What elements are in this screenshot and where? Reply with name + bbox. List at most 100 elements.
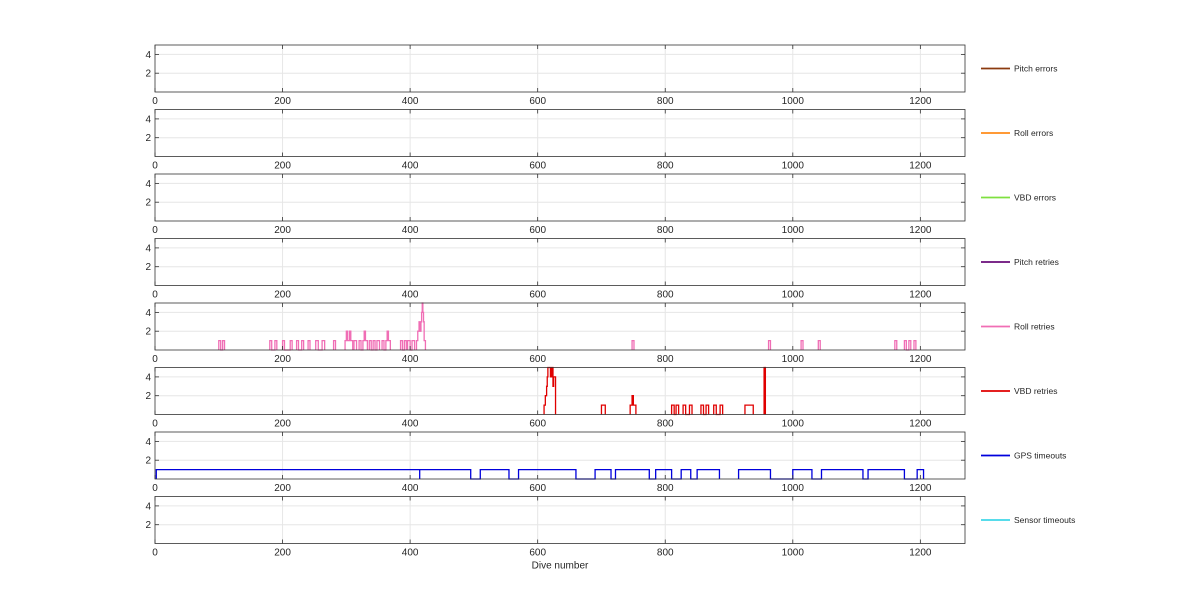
- x-tick-label: 1200: [909, 483, 932, 494]
- series-line-4-19: [894, 339, 898, 350]
- panel-3: 0 200 400 600 800 1000 1200 2 4 Pitch retries: [145, 238, 1059, 301]
- series-line-4-6: [332, 339, 337, 350]
- series-line-4-14: [415, 302, 427, 350]
- legend-label: Roll retries: [1014, 322, 1055, 332]
- x-tick-label: 0: [152, 354, 158, 365]
- y-tick-label: 2: [145, 391, 151, 402]
- axes-box: [154, 173, 966, 222]
- x-tick-label: 400: [402, 548, 419, 559]
- legend-label: Roll errors: [1014, 128, 1053, 138]
- series-line-4-2: [281, 339, 293, 351]
- x-tick-label: 800: [657, 225, 674, 236]
- series-line-4-18: [817, 339, 821, 350]
- axes-box: [154, 431, 966, 480]
- x-tick-label: 1000: [782, 290, 805, 301]
- x-tick-label: 600: [529, 96, 546, 107]
- series-line-4-20: [903, 339, 912, 351]
- y-tick-label: 4: [145, 243, 151, 254]
- y-tick-label: 2: [145, 69, 151, 80]
- series-line-4-10: [368, 339, 381, 351]
- y-tick-label: 4: [145, 372, 151, 383]
- x-tick-label: 200: [274, 354, 291, 365]
- panel-4: 0 200 400 600 800 1000 1200 2 4 Roll retries: [145, 302, 1055, 365]
- legend-label: Sensor timeouts: [1014, 515, 1075, 525]
- series-line-4-0: [218, 339, 226, 351]
- x-tick-label: 600: [529, 225, 546, 236]
- x-tick-label: 600: [529, 354, 546, 365]
- x-tick-label: 400: [402, 290, 419, 301]
- x-tick-label: 1000: [782, 419, 805, 430]
- series-line-5-5: [700, 404, 710, 416]
- x-tick-label: 1000: [782, 548, 805, 559]
- series-line-5-7: [744, 404, 754, 415]
- y-tick-label: 4: [145, 179, 151, 190]
- x-axis-label: Dive number: [532, 561, 589, 572]
- series-line-4-15: [631, 339, 635, 350]
- series-line-5-4: [682, 404, 693, 416]
- x-tick-label: 200: [274, 96, 291, 107]
- y-tick-label: 4: [145, 501, 151, 512]
- series-line-4-5: [315, 339, 326, 351]
- x-tick-label: 800: [657, 290, 674, 301]
- x-tick-label: 1200: [909, 96, 932, 107]
- x-tick-label: 200: [274, 161, 291, 172]
- axes-box: [154, 44, 966, 93]
- panel-0: 0 200 400 600 800 1000 1200 2 4 Pitch errors: [145, 44, 1057, 107]
- x-tick-label: 800: [657, 419, 674, 430]
- x-tick-label: 1000: [782, 161, 805, 172]
- x-tick-label: 800: [657, 548, 674, 559]
- series-line-5-6: [713, 404, 724, 416]
- axes-box: [154, 496, 966, 544]
- y-tick-label: 2: [145, 133, 151, 144]
- series-line-6-2: [737, 468, 925, 480]
- series-line-6-0: [155, 468, 421, 479]
- x-tick-label: 1200: [909, 548, 932, 559]
- x-tick-label: 1200: [909, 225, 932, 236]
- y-tick-label: 2: [145, 262, 151, 273]
- panel-6: 0 200 400 600 800 1000 1200 2 4 GPS timeouts: [145, 431, 1066, 494]
- x-tick-label: 800: [657, 483, 674, 494]
- y-tick-label: 2: [145, 520, 151, 531]
- legend-label: VBD retries: [1014, 386, 1057, 396]
- series-line-5-8: [763, 366, 767, 415]
- x-tick-label: 1200: [909, 161, 932, 172]
- series-line-4-17: [800, 339, 804, 350]
- x-tick-label: 600: [529, 290, 546, 301]
- x-tick-label: 200: [274, 483, 291, 494]
- x-tick-label: 1200: [909, 354, 932, 365]
- x-tick-label: 1000: [782, 354, 805, 365]
- y-tick-label: 2: [145, 456, 151, 467]
- x-tick-label: 400: [402, 96, 419, 107]
- x-tick-label: 800: [657, 96, 674, 107]
- x-tick-label: 0: [152, 225, 158, 236]
- x-tick-label: 200: [274, 548, 291, 559]
- x-tick-label: 600: [529, 161, 546, 172]
- series-line-4-8: [353, 339, 358, 350]
- series-line-6-1: [419, 468, 721, 480]
- series-line-4-12: [399, 339, 407, 351]
- x-tick-label: 0: [152, 96, 158, 107]
- x-tick-label: 1000: [782, 225, 805, 236]
- series-line-5-3: [670, 404, 680, 416]
- x-tick-label: 600: [529, 483, 546, 494]
- series-line-4-13: [406, 339, 416, 351]
- series-line-5-1: [600, 404, 606, 415]
- legend-label: GPS timeouts: [1014, 451, 1066, 461]
- x-tick-label: 400: [402, 483, 419, 494]
- x-tick-label: 800: [657, 354, 674, 365]
- x-tick-label: 1200: [909, 419, 932, 430]
- legend-label: VBD errors: [1014, 193, 1056, 203]
- x-tick-label: 200: [274, 225, 291, 236]
- axes-box: [154, 367, 966, 415]
- series-line-4-21: [913, 339, 917, 350]
- y-tick-label: 2: [145, 198, 151, 209]
- axes-box: [154, 302, 966, 351]
- x-tick-label: 200: [274, 290, 291, 301]
- panel-1: 0 200 400 600 800 1000 1200 2 4 Roll errors: [145, 109, 1053, 172]
- y-tick-label: 4: [145, 114, 151, 125]
- x-tick-label: 600: [529, 419, 546, 430]
- x-tick-label: 0: [152, 483, 158, 494]
- axes-box: [154, 109, 966, 157]
- x-tick-label: 800: [657, 161, 674, 172]
- x-tick-label: 400: [402, 225, 419, 236]
